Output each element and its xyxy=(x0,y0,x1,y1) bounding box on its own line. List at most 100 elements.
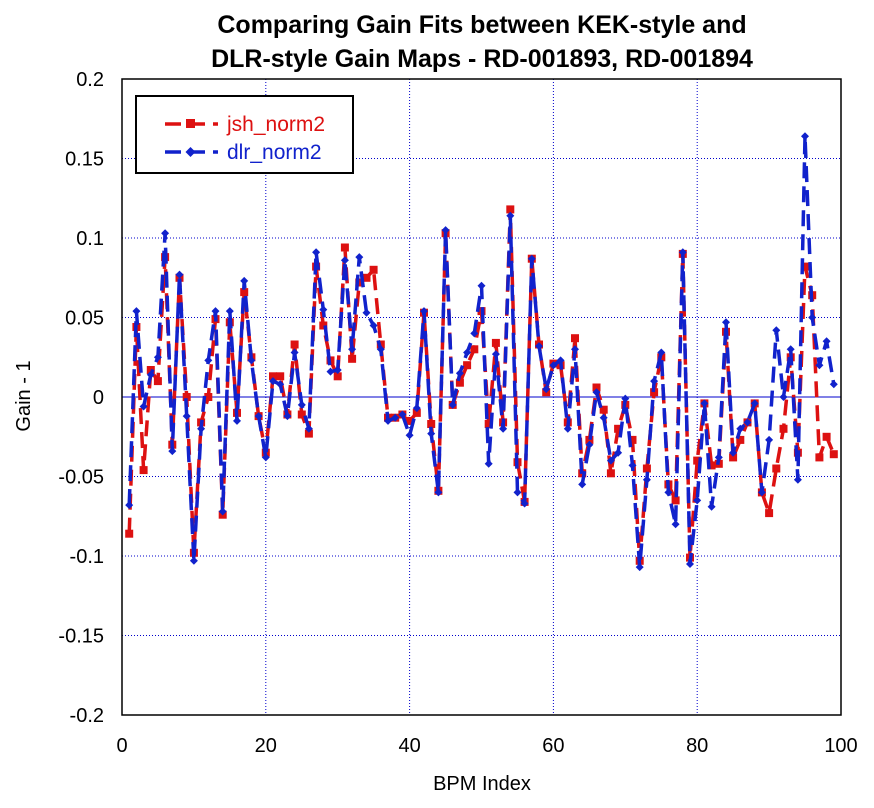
data-point xyxy=(520,499,529,508)
data-point xyxy=(369,265,378,274)
data-point xyxy=(707,461,716,470)
data-point xyxy=(750,399,759,408)
data-point xyxy=(405,431,414,440)
data-point xyxy=(225,307,234,316)
data-point xyxy=(168,447,177,456)
data-point xyxy=(470,329,479,338)
legend-box xyxy=(135,95,354,174)
data-point xyxy=(549,361,558,370)
data-point xyxy=(132,307,141,316)
data-point xyxy=(455,378,464,387)
y-tick-label: 0.2 xyxy=(76,69,104,91)
data-point xyxy=(276,372,285,381)
data-point xyxy=(484,420,493,428)
data-point xyxy=(650,377,659,386)
legend-label-jsh: jsh_norm2 xyxy=(226,113,325,136)
data-point xyxy=(506,211,515,220)
data-point xyxy=(650,388,659,397)
grid xyxy=(122,79,841,715)
data-point xyxy=(153,377,162,386)
y-tick-label: 0 xyxy=(93,387,104,409)
data-point xyxy=(484,459,493,468)
data-point xyxy=(125,529,134,538)
data-point xyxy=(412,408,421,417)
data-point xyxy=(628,435,637,444)
data-point xyxy=(621,394,630,403)
legend: jsh_norm2 dlr_norm2 xyxy=(135,95,354,174)
chart-title-line-1: Comparing Gain Fits between KEK-style an… xyxy=(217,11,746,39)
data-point xyxy=(304,424,313,433)
series-layer xyxy=(125,132,838,572)
data-point xyxy=(808,313,817,322)
data-point xyxy=(146,370,155,379)
data-point xyxy=(671,520,680,529)
data-point xyxy=(822,432,831,441)
data-point xyxy=(556,356,565,365)
data-point xyxy=(204,356,213,365)
data-point xyxy=(542,385,551,394)
data-point xyxy=(427,429,436,438)
data-point xyxy=(506,205,515,214)
y-axis-label: Gain - 1 xyxy=(13,360,35,431)
data-point xyxy=(240,276,249,285)
data-point xyxy=(477,281,486,290)
data-point xyxy=(592,383,601,392)
data-point xyxy=(765,509,774,518)
data-point xyxy=(585,435,594,444)
data-point xyxy=(398,410,407,419)
data-point xyxy=(204,393,213,401)
x-tick-label: 100 xyxy=(824,735,857,757)
data-point xyxy=(340,243,349,252)
data-point xyxy=(362,308,371,317)
data-point xyxy=(348,354,357,363)
series-line-dlr_norm2 xyxy=(127,134,836,569)
data-point xyxy=(448,400,457,409)
y-tick-label: -0.2 xyxy=(70,705,104,727)
data-point xyxy=(657,348,666,357)
data-point xyxy=(642,475,651,484)
data-point xyxy=(664,488,673,497)
data-point xyxy=(218,507,227,516)
data-point xyxy=(269,372,277,381)
data-point xyxy=(441,226,450,235)
data-point xyxy=(614,448,623,457)
data-point xyxy=(290,348,299,357)
data-point xyxy=(189,556,198,565)
data-point xyxy=(333,372,342,381)
data-point xyxy=(470,345,479,354)
data-point xyxy=(340,256,349,265)
legend-marker-jsh xyxy=(186,119,195,128)
data-point xyxy=(563,424,572,433)
data-point xyxy=(391,413,400,422)
data-point xyxy=(146,366,155,374)
data-point xyxy=(376,345,385,354)
y-tick-label: -0.05 xyxy=(58,467,104,489)
x-tick-label: 0 xyxy=(116,735,127,757)
data-point xyxy=(628,461,637,470)
plot-frame xyxy=(121,78,842,716)
data-point xyxy=(182,412,191,421)
data-point xyxy=(513,488,522,497)
data-point xyxy=(714,453,723,462)
data-point xyxy=(405,416,414,425)
data-point xyxy=(175,270,184,279)
data-point xyxy=(161,229,170,238)
data-point xyxy=(491,350,500,359)
data-point xyxy=(197,424,206,433)
data-point xyxy=(384,416,392,425)
x-tick-label: 80 xyxy=(686,735,708,757)
y-tick-label: -0.1 xyxy=(70,546,104,568)
data-point xyxy=(254,412,263,421)
y-tick-label: 0.15 xyxy=(65,149,104,171)
y-tick-label: 0.1 xyxy=(76,228,104,250)
data-point xyxy=(693,456,702,465)
data-point xyxy=(829,380,838,389)
data-point xyxy=(757,488,766,497)
data-point xyxy=(815,453,824,462)
data-point xyxy=(815,361,824,370)
data-point xyxy=(678,248,687,257)
data-point xyxy=(801,132,809,141)
data-point xyxy=(276,380,285,389)
data-point xyxy=(736,424,745,433)
data-point xyxy=(578,480,587,489)
